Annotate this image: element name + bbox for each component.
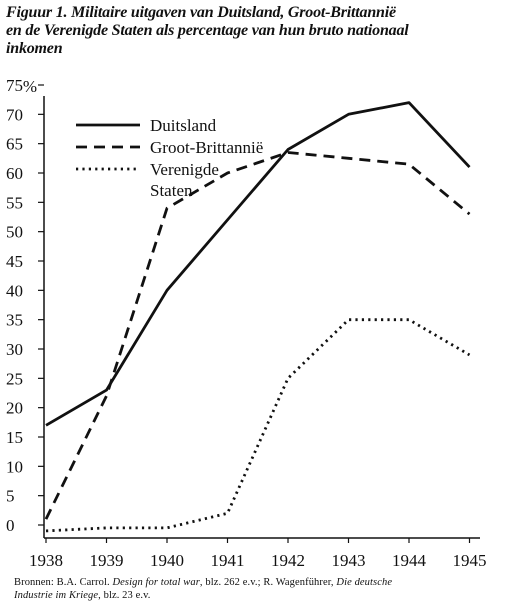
y-tick-label: 0 bbox=[6, 516, 15, 535]
series-line-groot-brittannie bbox=[44, 151, 471, 520]
x-tick-label: 1942 bbox=[271, 551, 305, 570]
figure-title-line: en de Verenigde Staten als percentage va… bbox=[6, 22, 409, 39]
y-tick-label: 75 bbox=[6, 76, 23, 95]
legend-label-verenigde-staten: Verenigde bbox=[150, 160, 219, 179]
x-tick-label: 1943 bbox=[332, 551, 366, 570]
y-tick-label: 15 bbox=[6, 428, 23, 447]
y-tick-label: 20 bbox=[6, 399, 23, 418]
legend-label-verenigde-staten-cont: Staten bbox=[150, 181, 193, 200]
y-tick-label: 5 bbox=[6, 487, 15, 506]
y-tick-label: 60 bbox=[6, 164, 23, 183]
y-tick-label: 10 bbox=[6, 457, 23, 476]
legend-label-groot-brittannie: Groot-Brittannië bbox=[150, 138, 263, 157]
y-tick-label: 35 bbox=[6, 311, 23, 330]
x-tick-label: 1944 bbox=[392, 551, 427, 570]
source-line-2: Industrie im Kriege, blz. 23 e.v. bbox=[14, 590, 151, 601]
y-tick-label: 40 bbox=[6, 281, 23, 300]
source-note: Bronnen: B.A. Carrol. Design for total w… bbox=[14, 576, 519, 602]
x-tick-label: 1940 bbox=[150, 551, 184, 570]
y-tick-label: 25 bbox=[6, 369, 23, 388]
x-tick-label: 1939 bbox=[90, 551, 124, 570]
source-line-1: Bronnen: B.A. Carrol. Design for total w… bbox=[14, 577, 393, 588]
y-tick-label: 70 bbox=[6, 105, 23, 124]
y-tick-label: 55 bbox=[6, 193, 23, 212]
figure-title-line: inkomen bbox=[6, 40, 63, 57]
legend-label-duitsland: Duitsland bbox=[150, 116, 217, 135]
y-tick-label: 50 bbox=[6, 223, 23, 242]
series-line-duitsland bbox=[45, 101, 471, 427]
y-tick-label: 45 bbox=[6, 252, 23, 271]
figure-title-line: Figuur 1. Militaire uitgaven van Duitsla… bbox=[6, 4, 396, 21]
y-tick-label: 30 bbox=[6, 340, 23, 359]
figure-title: Figuur 1. Militaire uitgaven van Duitsla… bbox=[6, 4, 518, 58]
x-tick-label: 1945 bbox=[453, 551, 487, 570]
y-tick-label: 65 bbox=[6, 135, 23, 154]
series-line-verenigde-staten bbox=[45, 318, 471, 533]
x-tick-label: 1938 bbox=[29, 551, 63, 570]
x-tick-label: 1941 bbox=[211, 551, 245, 570]
y-axis-unit-label: % bbox=[23, 77, 37, 96]
